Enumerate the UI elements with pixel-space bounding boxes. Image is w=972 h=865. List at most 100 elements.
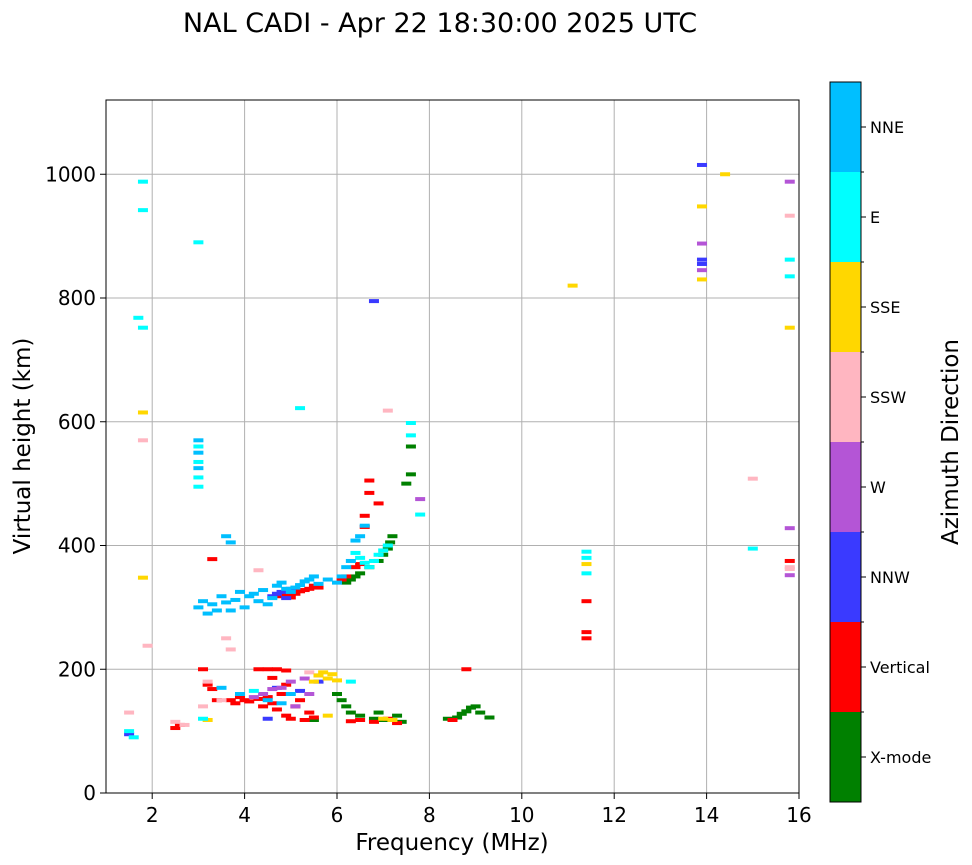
data-point bbox=[221, 636, 232, 641]
data-point bbox=[784, 558, 795, 563]
data-point bbox=[124, 729, 135, 734]
data-point bbox=[248, 695, 259, 700]
data-point bbox=[281, 713, 292, 718]
data-point bbox=[368, 299, 379, 304]
data-point bbox=[447, 717, 458, 722]
data-point bbox=[784, 325, 795, 330]
data-point bbox=[341, 704, 352, 709]
data-point bbox=[405, 444, 416, 449]
x-axis-ticks: 2 4 6 8 10 12 14 16 bbox=[146, 793, 812, 827]
data-point bbox=[290, 704, 301, 709]
data-point bbox=[239, 605, 250, 610]
data-point bbox=[267, 675, 278, 680]
data-point bbox=[355, 717, 366, 722]
data-point bbox=[364, 565, 375, 570]
data-point bbox=[137, 208, 148, 213]
data-point bbox=[484, 715, 495, 720]
data-point bbox=[581, 630, 592, 635]
data-point bbox=[581, 562, 592, 567]
data-point bbox=[276, 580, 287, 585]
colorbar-frame bbox=[829, 81, 862, 803]
data-point bbox=[299, 717, 310, 722]
data-point bbox=[258, 692, 269, 696]
data-point bbox=[784, 567, 795, 572]
data-point bbox=[345, 710, 356, 715]
data-point bbox=[304, 577, 315, 582]
data-point bbox=[392, 721, 403, 726]
data-point bbox=[281, 586, 292, 591]
data-point bbox=[322, 713, 333, 718]
data-point bbox=[341, 580, 352, 585]
plot-frame bbox=[105, 99, 800, 794]
data-point bbox=[271, 667, 282, 672]
data-point bbox=[332, 678, 342, 683]
x-tick-label: 4 bbox=[238, 803, 251, 827]
colorbar-tick-label: W bbox=[870, 478, 886, 497]
data-point bbox=[322, 577, 333, 582]
data-point bbox=[336, 577, 347, 582]
data-point bbox=[253, 568, 264, 573]
data-point bbox=[308, 717, 319, 722]
data-point bbox=[271, 583, 282, 588]
data-point bbox=[304, 692, 315, 696]
x-tick-label: 16 bbox=[786, 803, 811, 827]
data-point bbox=[747, 546, 758, 551]
colorbar-segment bbox=[830, 352, 861, 442]
data-point bbox=[234, 589, 245, 594]
data-point bbox=[784, 274, 795, 279]
data-point bbox=[198, 704, 209, 709]
data-point bbox=[345, 719, 356, 724]
data-point bbox=[378, 716, 389, 721]
data-point bbox=[304, 586, 315, 591]
data-point bbox=[170, 719, 181, 724]
data-point bbox=[415, 497, 426, 502]
data-point bbox=[784, 213, 795, 218]
data-point bbox=[567, 283, 578, 288]
data-point bbox=[355, 571, 366, 576]
data-point bbox=[137, 179, 148, 184]
data-point bbox=[271, 707, 282, 712]
data-point bbox=[456, 711, 467, 716]
x-tick-label: 2 bbox=[146, 803, 159, 827]
data-point bbox=[276, 692, 287, 696]
data-point bbox=[299, 676, 310, 681]
data-point bbox=[696, 268, 707, 273]
data-point bbox=[373, 501, 384, 506]
data-point bbox=[475, 710, 486, 715]
data-point bbox=[137, 438, 148, 443]
data-point bbox=[313, 581, 324, 586]
data-point bbox=[230, 701, 241, 706]
data-point bbox=[332, 692, 342, 696]
chart-title: NAL CADI - Apr 22 18:30:00 2025 UTC bbox=[183, 8, 697, 39]
data-point bbox=[387, 534, 398, 539]
data-point bbox=[304, 670, 315, 675]
data-point bbox=[193, 605, 204, 610]
data-point bbox=[461, 667, 472, 672]
data-point bbox=[308, 574, 319, 579]
data-point bbox=[202, 682, 213, 687]
colorbar-segment bbox=[830, 172, 861, 262]
colorbar-segment bbox=[830, 622, 861, 712]
data-point bbox=[281, 596, 292, 601]
data-point bbox=[359, 523, 370, 528]
data-point bbox=[581, 599, 592, 604]
data-point bbox=[198, 667, 209, 672]
data-point bbox=[581, 571, 592, 576]
colorbar-label: Azimuth Direction bbox=[938, 339, 964, 545]
colorbar-tick-label: X-mode bbox=[870, 748, 931, 767]
data-point bbox=[387, 717, 398, 722]
data-point bbox=[124, 710, 135, 715]
data-point bbox=[207, 602, 218, 607]
data-point bbox=[332, 580, 342, 585]
data-point bbox=[124, 732, 135, 737]
data-point bbox=[581, 636, 592, 641]
data-point bbox=[355, 555, 366, 560]
data-point bbox=[747, 476, 758, 481]
data-point bbox=[133, 315, 144, 320]
colorbar-segment bbox=[830, 712, 861, 802]
x-tick-label: 12 bbox=[601, 803, 626, 827]
data-point bbox=[378, 548, 389, 553]
data-point bbox=[350, 565, 361, 570]
data-point bbox=[193, 240, 204, 245]
data-point bbox=[696, 204, 707, 209]
